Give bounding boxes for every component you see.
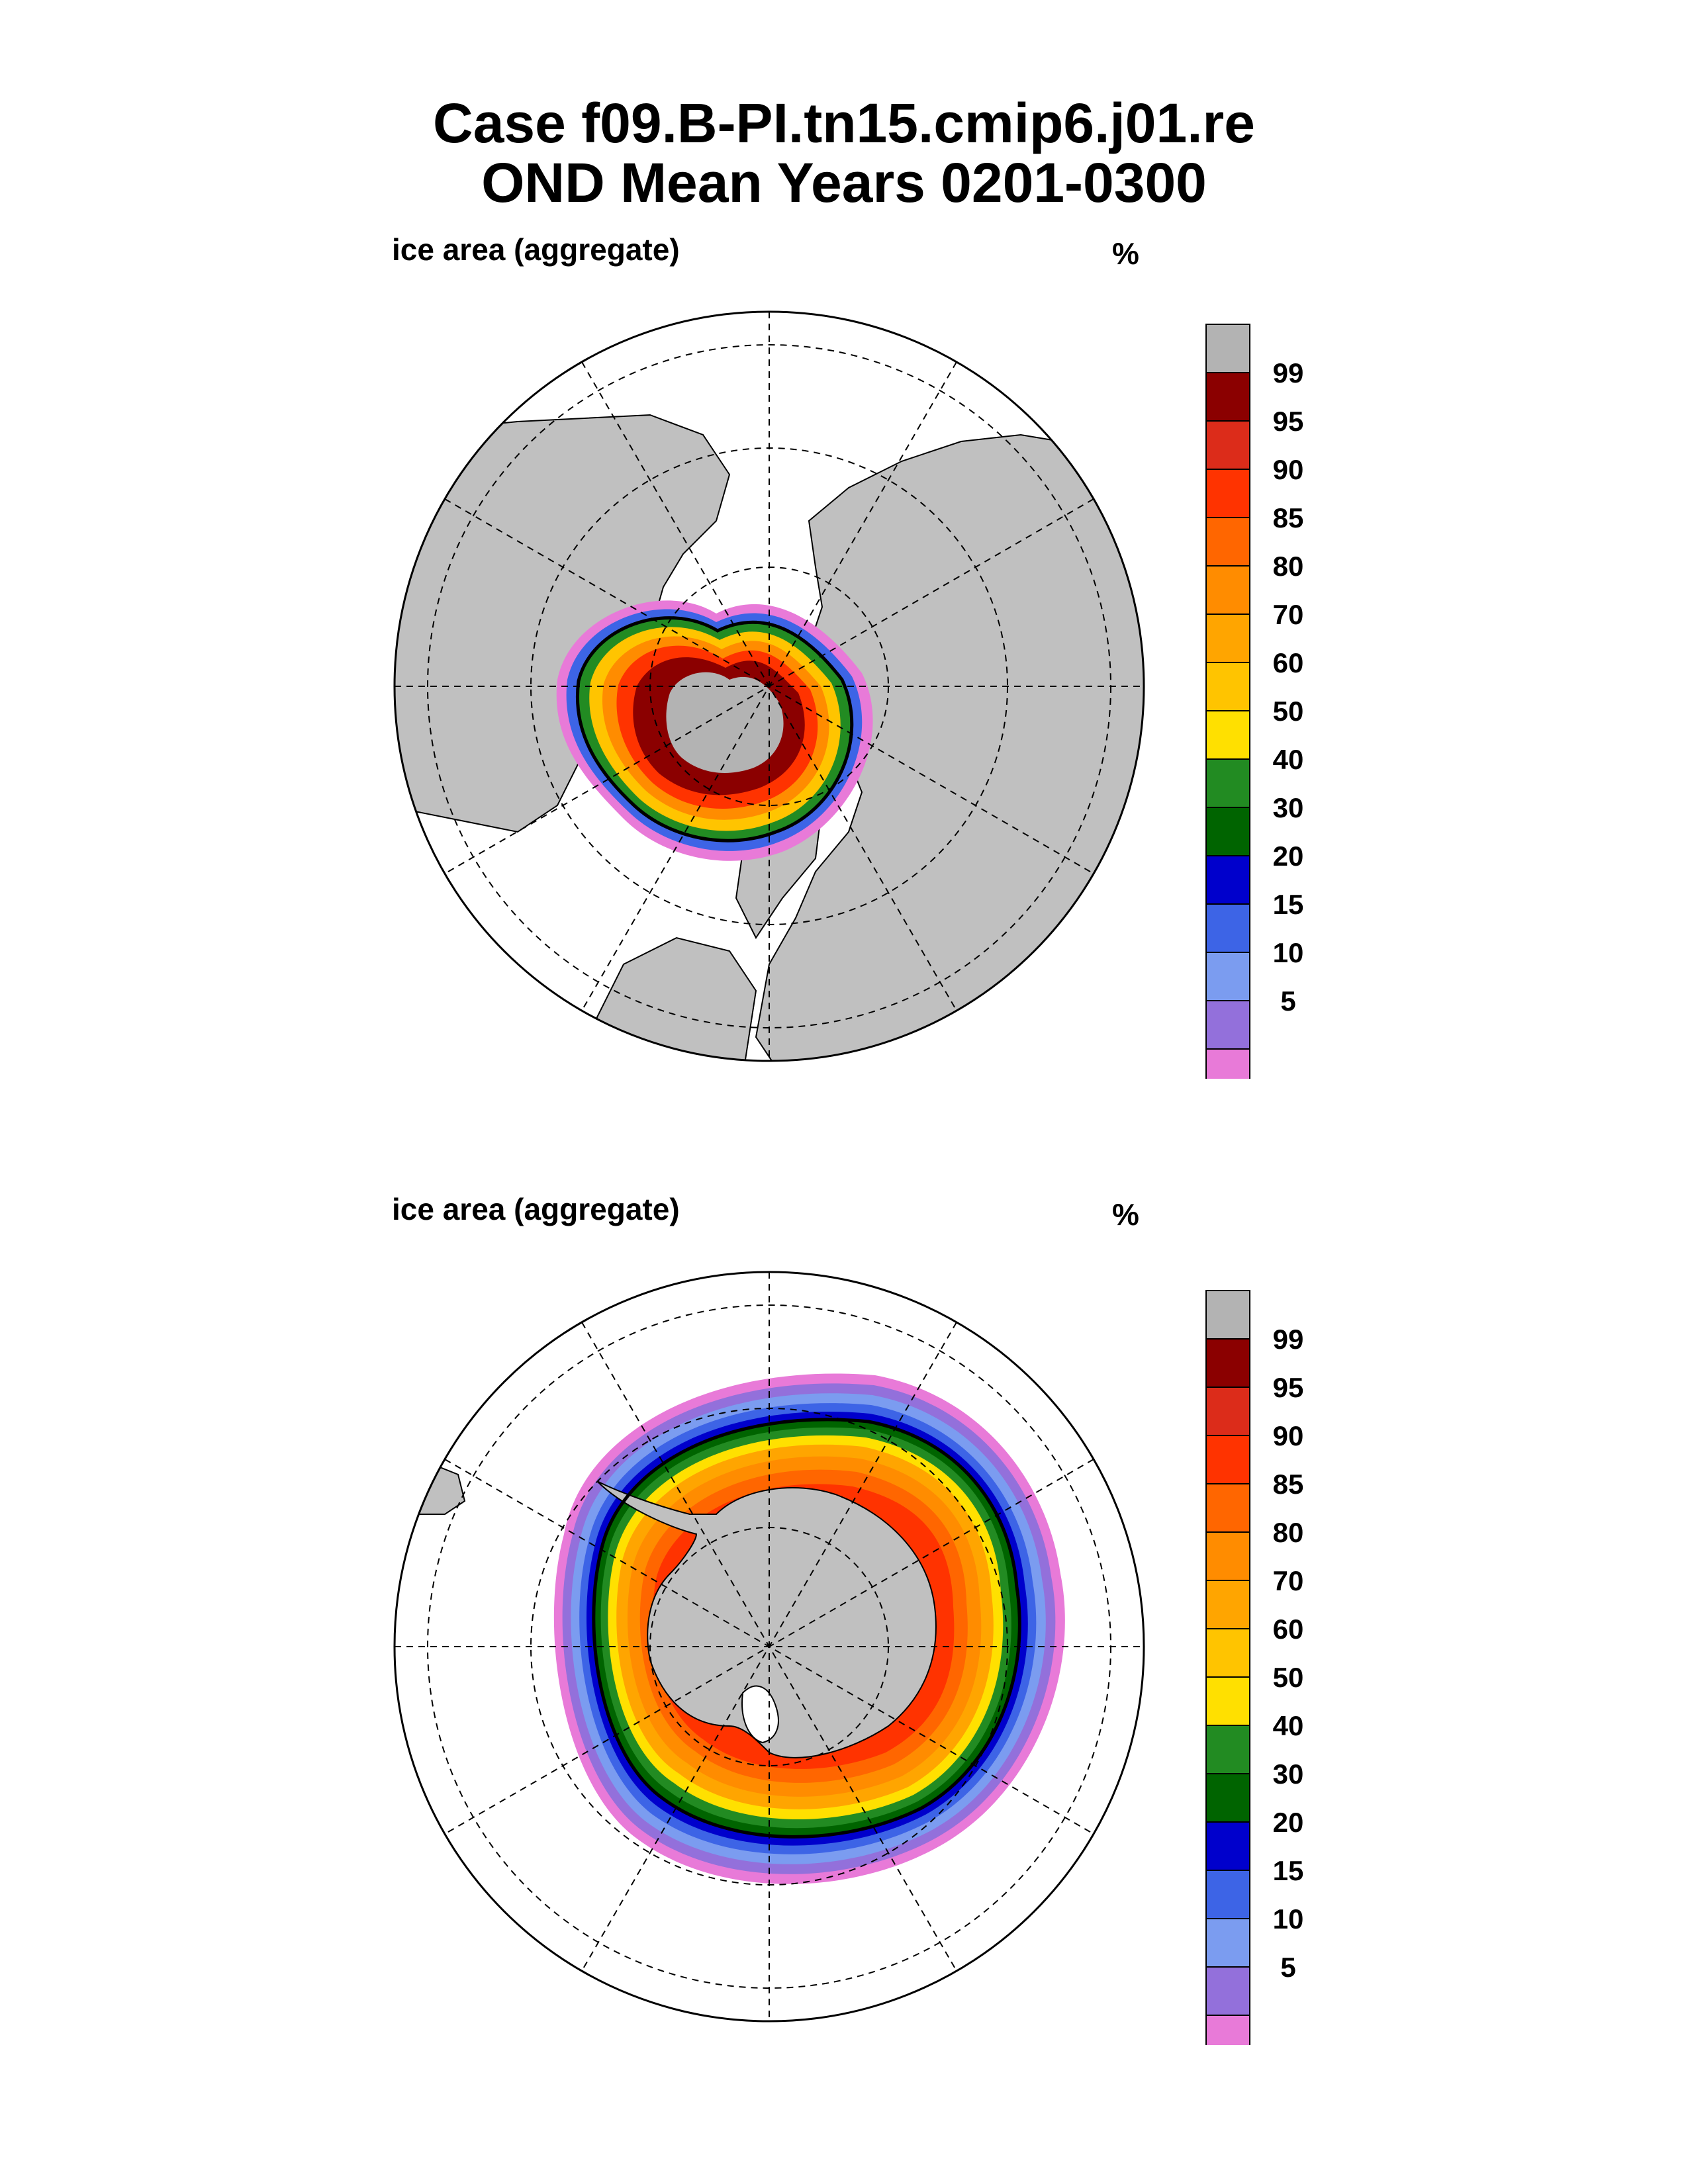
colorbar-box [1205, 1435, 1250, 1484]
north-map-graticule [395, 312, 1144, 1061]
colorbar-tick-label: 90 [1273, 1420, 1304, 1451]
colorbar-box [1205, 1966, 1250, 2016]
colorbar-box [1205, 1821, 1250, 1871]
south-map-land-antarctica [596, 1480, 937, 1758]
colorbar-box [1205, 1290, 1250, 1340]
colorbar-box [1205, 372, 1250, 422]
colorbar-box [1205, 565, 1250, 615]
colorbar-box [1205, 324, 1250, 373]
colorbar-box [1205, 1387, 1250, 1436]
colorbar-box [1205, 420, 1250, 470]
panel2-variable-label: ice area (aggregate) [392, 1192, 680, 1226]
colorbar-tick-label: 5 [1280, 985, 1295, 1017]
north-polar-map [393, 310, 1145, 1062]
south-map-border [393, 1271, 1145, 2023]
colorbar-tick-label: 5 [1280, 1952, 1295, 1983]
colorbar-box [1205, 517, 1250, 567]
colorbar-box [1205, 758, 1250, 808]
colorbar-box [1205, 2015, 1250, 2045]
colorbar-box [1205, 614, 1250, 663]
colorbar-box [1205, 662, 1250, 711]
colorbar-tick-label: 80 [1273, 1517, 1304, 1548]
colorbar-tick-label: 50 [1273, 1662, 1304, 1693]
colorbar-tick-label: 95 [1273, 406, 1304, 437]
colorbar-box [1205, 1918, 1250, 1968]
south-map-graticule [395, 1272, 1144, 2021]
colorbar-box [1205, 1676, 1250, 1726]
colorbar-tick-label: 30 [1273, 1758, 1304, 1790]
colorbar-box [1205, 1483, 1250, 1533]
panel2-unit-label: % [1112, 1197, 1139, 1232]
colorbar-tick-label: 20 [1273, 841, 1304, 872]
colorbar-tick-label: 70 [1273, 1565, 1304, 1596]
colorbar-panel1-labels: 99 95 90 85 80 70 60 50 40 30 20 15 10 5 [1273, 357, 1304, 1017]
colorbar-box [1205, 1725, 1250, 1774]
north-ice-edge-contour [575, 616, 854, 842]
colorbar-panel2: 99 95 90 85 80 70 60 50 40 30 20 15 10 5 [1205, 1290, 1304, 2045]
colorbar-tick-label: 40 [1273, 1710, 1304, 1741]
colorbar-panel2-labels: 99 95 90 85 80 70 60 50 40 30 20 15 10 5 [1273, 1324, 1304, 1983]
colorbar-tick-label: 95 [1273, 1372, 1304, 1403]
colorbar-box [1205, 952, 1250, 1001]
north-ice-band-99 [666, 672, 784, 773]
colorbar-box [1205, 1870, 1250, 1919]
colorbar-tick-label: 10 [1273, 937, 1304, 968]
panel1-unit-label: % [1112, 236, 1139, 271]
south-polar-map [393, 1271, 1145, 2023]
colorbar-tick-label: 30 [1273, 792, 1304, 823]
colorbar-tick-label: 85 [1273, 502, 1304, 533]
colorbar-box [1205, 1000, 1250, 1050]
colorbar-tick-label: 40 [1273, 744, 1304, 775]
colorbar-tick-label: 10 [1273, 1903, 1304, 1934]
colorbar-tick-label: 90 [1273, 454, 1304, 485]
colorbar-box [1205, 855, 1250, 905]
colorbar-box [1205, 469, 1250, 518]
colorbar-box [1205, 1580, 1250, 1629]
south-ice-edge-contour [592, 1418, 1021, 1839]
colorbar-tick-label: 15 [1273, 1855, 1304, 1886]
colorbar-panel1: 99 95 90 85 80 70 60 50 40 30 20 15 10 5 [1205, 324, 1304, 1079]
colorbar-tick-label: 85 [1273, 1469, 1304, 1500]
colorbar-tick-label: 50 [1273, 696, 1304, 727]
figure-title-line1: Case f09.B-PI.tn15.cmip6.j01.re [433, 92, 1255, 154]
colorbar-box [1205, 807, 1250, 856]
colorbar-tick-label: 60 [1273, 647, 1304, 678]
colorbar-box [1205, 710, 1250, 760]
colorbar-tick-label: 80 [1273, 551, 1304, 582]
figure-title-line2: OND Mean Years 0201-0300 [481, 152, 1207, 214]
panel1-variable-label: ice area (aggregate) [392, 232, 680, 267]
colorbar-panel2-boxes [1205, 1290, 1250, 2045]
colorbar-tick-label: 20 [1273, 1807, 1304, 1838]
colorbar-tick-label: 60 [1273, 1614, 1304, 1645]
colorbar-box [1205, 1338, 1250, 1388]
colorbar-box [1205, 1628, 1250, 1678]
colorbar-tick-label: 15 [1273, 889, 1304, 920]
north-map-border [393, 310, 1145, 1062]
colorbar-box [1205, 903, 1250, 953]
colorbar-tick-label: 99 [1273, 357, 1304, 388]
colorbar-box [1205, 1048, 1250, 1079]
colorbar-box [1205, 1531, 1250, 1581]
colorbar-panel1-boxes [1205, 324, 1250, 1079]
colorbar-tick-label: 99 [1273, 1324, 1304, 1355]
colorbar-box [1205, 1773, 1250, 1823]
colorbar-tick-label: 70 [1273, 599, 1304, 630]
